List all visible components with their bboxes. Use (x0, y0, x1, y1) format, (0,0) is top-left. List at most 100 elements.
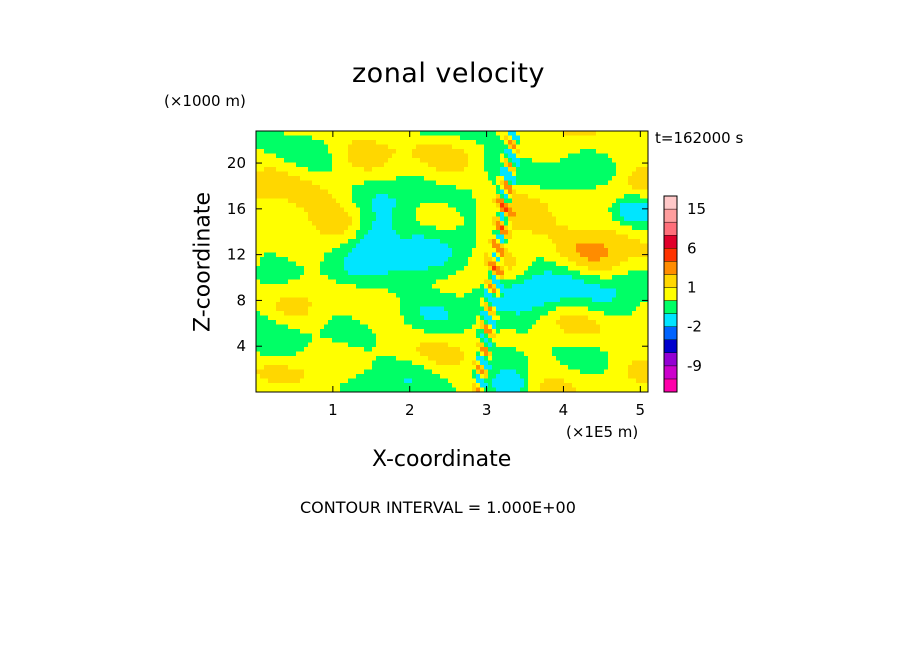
field-cell (368, 135, 373, 141)
field-cell (544, 270, 549, 276)
field-cell (520, 297, 525, 303)
field-cell (540, 140, 545, 146)
field-cell (524, 221, 529, 227)
field-cell (388, 311, 393, 317)
field-cell (348, 171, 353, 177)
field-cell (492, 320, 497, 326)
field-cell (444, 288, 449, 294)
field-cell (444, 221, 449, 227)
field-cell (464, 315, 469, 321)
field-cell (636, 275, 641, 281)
field-cell (424, 279, 429, 285)
field-cell (424, 315, 429, 321)
field-cell (440, 194, 445, 200)
field-cell (500, 302, 505, 308)
field-cell (568, 261, 573, 267)
field-cell (292, 288, 297, 294)
field-cell (608, 329, 613, 335)
field-cell (544, 243, 549, 249)
field-cell (412, 329, 417, 335)
field-cell (360, 306, 365, 312)
field-cell (492, 257, 497, 263)
field-cell (564, 162, 569, 168)
field-cell (392, 167, 397, 173)
field-cell (436, 266, 441, 272)
field-cell (288, 140, 293, 146)
field-cell (620, 270, 625, 276)
field-cell (444, 297, 449, 303)
field-cell (260, 270, 265, 276)
field-cell (380, 153, 385, 159)
field-cell (448, 293, 453, 299)
field-cell (356, 207, 361, 213)
field-cell (364, 288, 369, 294)
field-cell (384, 212, 389, 218)
field-cell (360, 212, 365, 218)
field-cell (568, 167, 573, 173)
field-cell (572, 306, 577, 312)
field-cell (384, 293, 389, 299)
field-cell (256, 216, 261, 222)
field-cell (256, 311, 261, 317)
field-cell (532, 207, 537, 213)
field-cell (408, 149, 413, 155)
field-cell (608, 167, 613, 173)
field-cell (564, 203, 569, 209)
field-cell (492, 252, 497, 258)
field-cell (580, 198, 585, 204)
field-cell (360, 311, 365, 317)
field-cell (592, 189, 597, 195)
field-cell (492, 342, 497, 348)
field-cell (364, 324, 369, 330)
field-cell (484, 270, 489, 276)
y-axis-unit: (×1000 m) (164, 92, 246, 110)
field-cell (372, 270, 377, 276)
field-cell (464, 302, 469, 308)
field-cell (384, 131, 389, 137)
field-cell (436, 288, 441, 294)
field-cell (268, 216, 273, 222)
field-cell (508, 297, 513, 303)
field-cell (368, 198, 373, 204)
field-cell (308, 162, 313, 168)
field-cell (300, 144, 305, 150)
field-cell (372, 315, 377, 321)
field-cell (540, 189, 545, 195)
field-cell (636, 167, 641, 173)
field-cell (308, 315, 313, 321)
field-cell (256, 207, 261, 213)
field-cell (468, 356, 473, 362)
field-cell (400, 257, 405, 263)
field-cell (340, 302, 345, 308)
field-cell (256, 203, 261, 209)
field-cell (500, 230, 505, 236)
field-cell (292, 266, 297, 272)
field-cell (520, 261, 525, 267)
field-cell (344, 342, 349, 348)
field-cell (580, 270, 585, 276)
field-cell (428, 180, 433, 186)
field-cell (464, 216, 469, 222)
field-cell (592, 221, 597, 227)
field-cell (404, 257, 409, 263)
field-cell (424, 131, 429, 137)
field-cell (532, 297, 537, 303)
field-cell (460, 248, 465, 254)
field-cell (372, 293, 377, 299)
field-cell (316, 324, 321, 330)
field-cell (328, 347, 333, 353)
field-cell (560, 248, 565, 254)
field-cell (424, 216, 429, 222)
field-cell (416, 275, 421, 281)
field-cell (452, 180, 457, 186)
field-cell (376, 203, 381, 209)
field-cell (632, 257, 637, 263)
field-cell (536, 279, 541, 285)
field-cell (328, 194, 333, 200)
field-cell (492, 347, 497, 353)
field-cell (576, 248, 581, 254)
field-cell (392, 189, 397, 195)
field-cell (512, 342, 517, 348)
field-cell (644, 189, 648, 195)
field-cell (432, 261, 437, 267)
